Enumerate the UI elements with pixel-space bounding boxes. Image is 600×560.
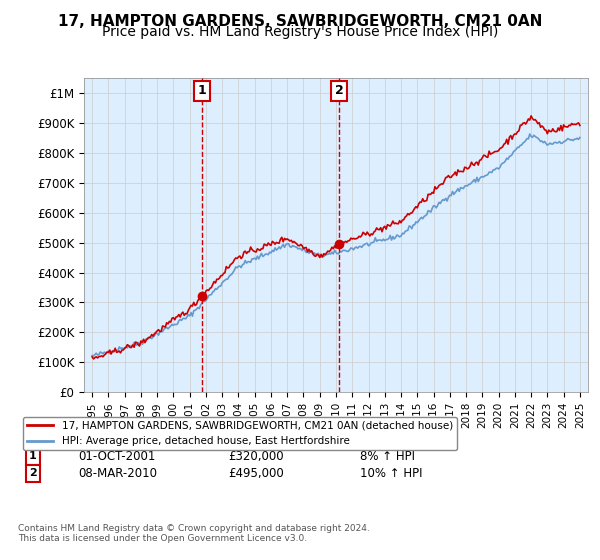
Text: 8% ↑ HPI: 8% ↑ HPI <box>360 450 415 463</box>
Text: 2: 2 <box>29 468 37 478</box>
Text: 10% ↑ HPI: 10% ↑ HPI <box>360 466 422 480</box>
Text: 01-OCT-2001: 01-OCT-2001 <box>78 450 155 463</box>
Text: Price paid vs. HM Land Registry's House Price Index (HPI): Price paid vs. HM Land Registry's House … <box>102 25 498 39</box>
Text: 1: 1 <box>197 85 206 97</box>
Text: £495,000: £495,000 <box>228 466 284 480</box>
Text: 2: 2 <box>335 85 344 97</box>
Text: Contains HM Land Registry data © Crown copyright and database right 2024.
This d: Contains HM Land Registry data © Crown c… <box>18 524 370 543</box>
Text: 17, HAMPTON GARDENS, SAWBRIDGEWORTH, CM21 0AN: 17, HAMPTON GARDENS, SAWBRIDGEWORTH, CM2… <box>58 14 542 29</box>
Text: 08-MAR-2010: 08-MAR-2010 <box>78 466 157 480</box>
Legend: 17, HAMPTON GARDENS, SAWBRIDGEWORTH, CM21 0AN (detached house), HPI: Average pri: 17, HAMPTON GARDENS, SAWBRIDGEWORTH, CM2… <box>23 417 457 450</box>
Text: £320,000: £320,000 <box>228 450 284 463</box>
Text: 1: 1 <box>29 451 37 461</box>
